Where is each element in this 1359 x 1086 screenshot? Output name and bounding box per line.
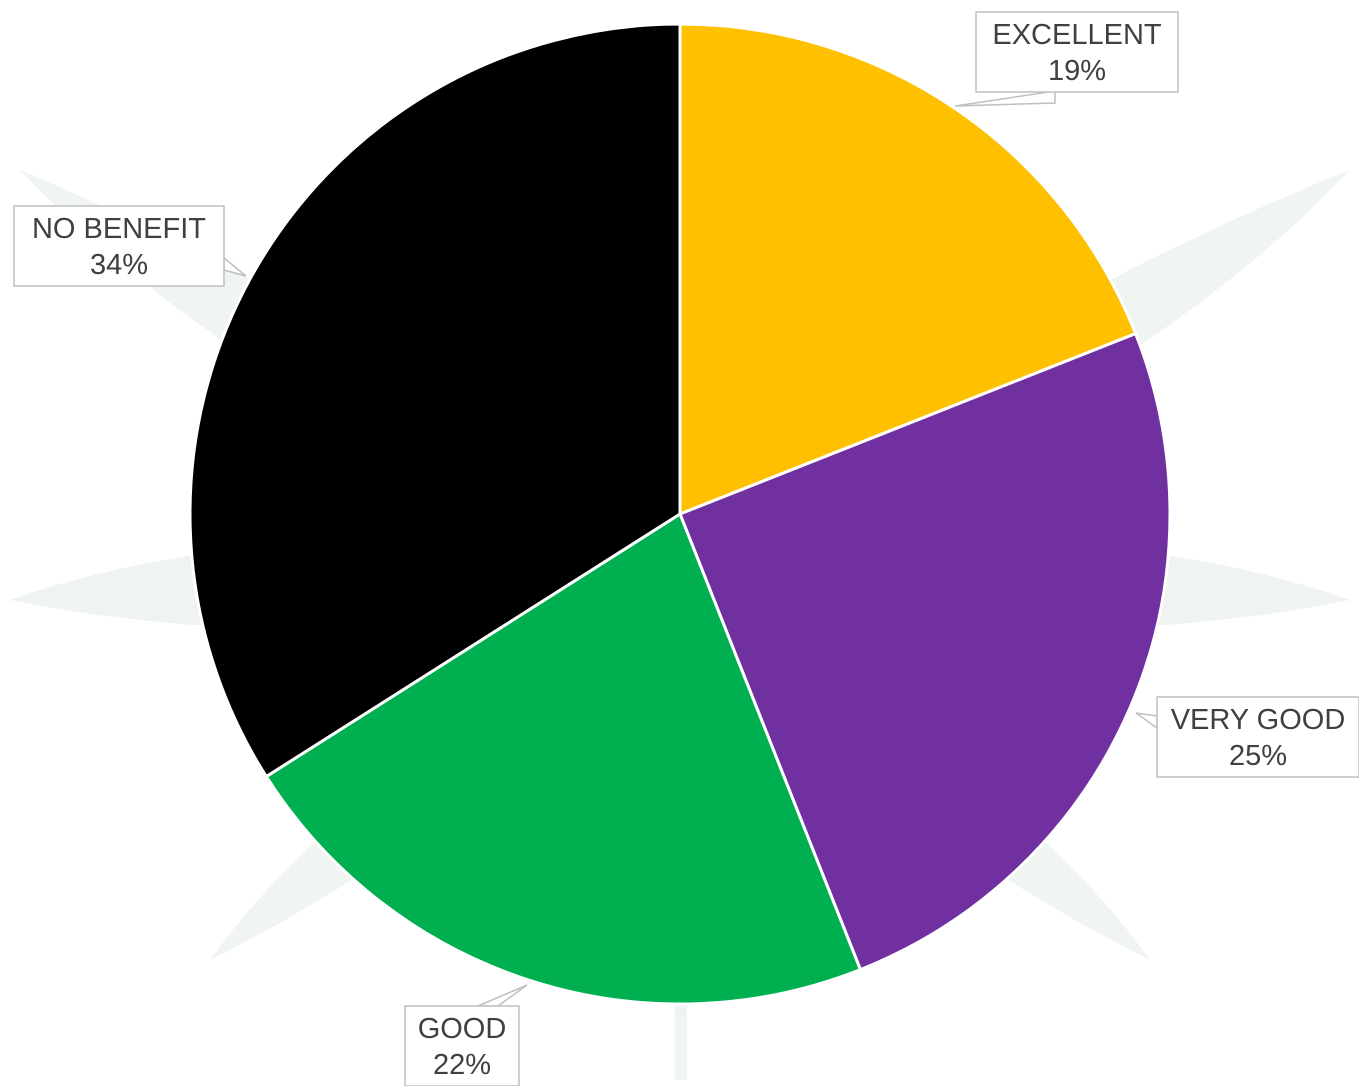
data-label-percent: 34%: [90, 249, 148, 281]
data-label-no-benefit: NO BENEFIT 34%: [13, 205, 247, 287]
data-label-excellent: EXCELLENT 19%: [954, 11, 1179, 107]
data-labels: EXCELLENT 19% VERY GOOD 25% GOOD 22% NO BENEFI…: [13, 11, 1359, 1086]
data-label-percent: 19%: [1048, 55, 1106, 87]
data-label-good: GOOD 22%: [404, 984, 528, 1086]
pie-slice-very-good: [678, 331, 1172, 972]
pie-slice-excellent: [678, 22, 1138, 517]
callout-pointer: [477, 984, 528, 1007]
data-label-category: NO BENEFIT: [32, 213, 206, 245]
pie-slice-good: [264, 511, 863, 1006]
data-label-category: VERY GOOD: [1171, 704, 1346, 736]
data-label-percent: 22%: [433, 1049, 491, 1081]
data-label-percent: 25%: [1229, 740, 1287, 772]
data-label-category: GOOD: [418, 1013, 507, 1045]
data-label-category: EXCELLENT: [992, 19, 1162, 51]
callout-pointer: [954, 90, 1056, 107]
pie-slice-no-benefit: [188, 22, 682, 779]
callout-pointer: [1135, 712, 1158, 730]
pie-slices: [188, 22, 1172, 1006]
data-label-very-good: VERY GOOD 25%: [1135, 696, 1359, 778]
